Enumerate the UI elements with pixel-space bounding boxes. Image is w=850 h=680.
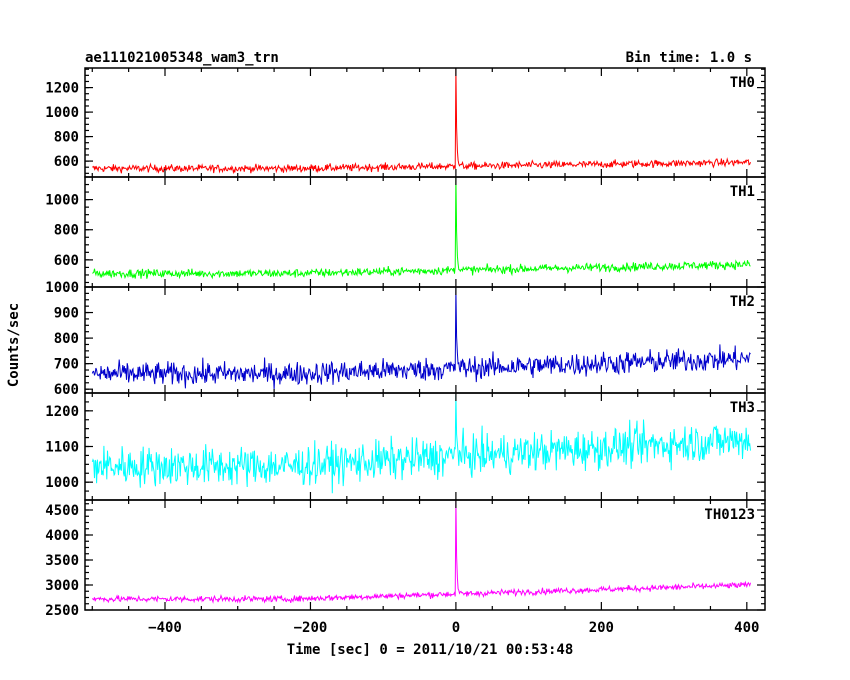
- panel-th0123: TH0123 2500 3000 3500 4000 4500: [45, 499, 766, 619]
- y-tick-label: 1000: [45, 280, 79, 296]
- series-line-th0123: [91, 500, 751, 604]
- y-tick-label: 600: [54, 382, 79, 398]
- y-tick-label: 800: [54, 130, 79, 146]
- x-tick-label: −200: [294, 620, 328, 636]
- y-tick-label: 1000: [45, 475, 79, 491]
- y-tick-label: 3500: [45, 553, 79, 569]
- y-tick-label: 4500: [45, 503, 79, 519]
- y-tick-label: 1100: [45, 440, 79, 456]
- y-axis-label: Counts/sec: [6, 303, 22, 387]
- panel-label: TH0123: [704, 507, 755, 523]
- series-line-th0: [92, 68, 751, 175]
- series-line-th1: [92, 177, 751, 280]
- panel-th3: TH3 1000 1100 1200: [45, 392, 766, 501]
- panel-label: TH2: [730, 294, 755, 310]
- y-tick-label: 800: [54, 223, 79, 239]
- panel-frame: [84, 499, 766, 611]
- y-tick-label: 800: [54, 331, 79, 347]
- y-tick-label: 600: [54, 253, 79, 269]
- chart-title: ae111021005348_wam3_trn: [85, 50, 279, 66]
- x-tick-label: 0: [452, 620, 460, 636]
- x-axis-label: Time [sec] 0 = 2011/10/21 00:53:48: [287, 642, 574, 658]
- x-tick-label: 400: [734, 620, 759, 636]
- y-tick-label: 600: [54, 154, 79, 170]
- y-tick-label: 1200: [45, 81, 79, 97]
- y-tick-label: 900: [54, 306, 79, 322]
- panel-th2: TH2 600 700 800 900 1000: [45, 280, 766, 398]
- y-tick-label: 1000: [45, 193, 79, 209]
- series-line-th3: [91, 394, 751, 494]
- panel-th0: TH0 600 800 1000 1200: [45, 67, 766, 178]
- y-tick-label: 2500: [45, 603, 79, 619]
- bin-time-label: Bin time: 1.0 s: [626, 50, 752, 66]
- series-line-th2: [91, 288, 751, 390]
- y-tick-label: 3000: [45, 578, 79, 594]
- panel-label: TH0: [730, 75, 755, 91]
- panel-th1: TH1 600 800 1000: [45, 176, 766, 288]
- panels-group: TH0 600 800 1000 1200 TH1 600 800 1000 TH2 600 700 8…: [45, 67, 766, 636]
- y-tick-label: 1000: [45, 105, 79, 121]
- x-tick-label: 200: [589, 620, 614, 636]
- x-tick-label: −400: [148, 620, 182, 636]
- panel-label: TH3: [730, 400, 755, 416]
- panel-label: TH1: [730, 184, 755, 200]
- y-tick-label: 1200: [45, 404, 79, 420]
- y-tick-label: 700: [54, 357, 79, 373]
- panel-frame: [84, 67, 766, 178]
- y-tick-label: 4000: [45, 528, 79, 544]
